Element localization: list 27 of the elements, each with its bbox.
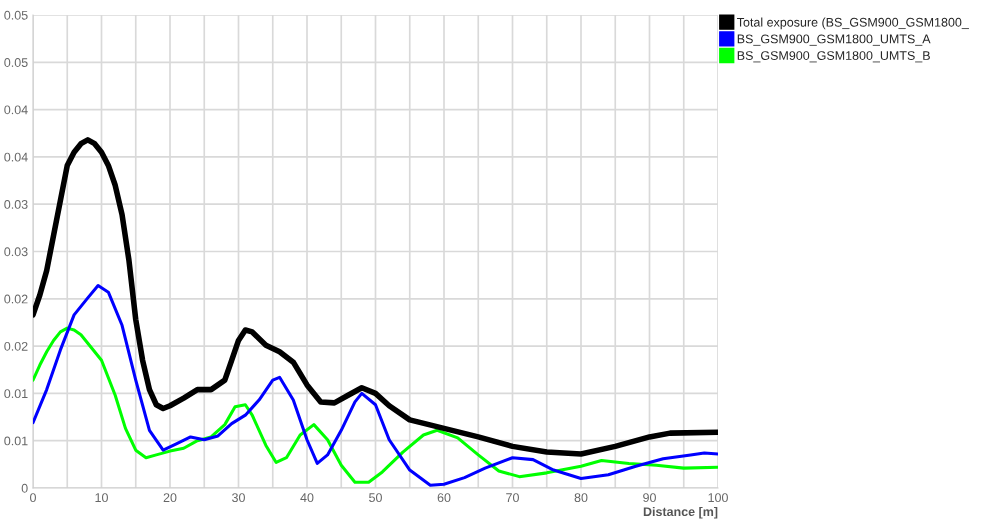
legend-label: BS_GSM900_GSM1800_UMTS_A [737, 34, 931, 46]
x-axis-title: Distance [m] [643, 506, 718, 519]
x-tick-label: 0 [30, 493, 36, 503]
y-tick-label: 0.03 [4, 200, 28, 209]
x-tick-label: 70 [506, 493, 519, 503]
y-tick-label: 0.05 [4, 10, 28, 20]
line-series [33, 326, 718, 484]
y-tick-label: 0.01 [4, 389, 28, 399]
y-tick-label: 0.01 [4, 436, 28, 446]
legend-label: BS_GSM900_GSM1800_UMTS_B [737, 51, 930, 63]
legend-label: Total exposure (BS_GSM900_GSM1800_ [737, 17, 969, 30]
x-tick-label: 100 [708, 493, 728, 503]
x-tick-label: 40 [300, 493, 314, 503]
x-tick-label: 90 [643, 493, 656, 503]
y-tick-label: 0.04 [4, 152, 28, 162]
x-tick-label: 50 [369, 493, 382, 503]
y-tick-label: 0 [21, 483, 28, 493]
y-tick-label: 0.05 [4, 58, 28, 67]
y-tick-label: 0.02 [4, 294, 28, 304]
x-tick-label: 60 [437, 493, 451, 503]
x-tick-label: 80 [574, 493, 588, 503]
x-tick-label: 10 [95, 493, 108, 503]
x-tick-label: 20 [163, 493, 177, 503]
y-tick-label: 0.03 [4, 247, 28, 257]
y-tick-label: 0.04 [4, 105, 28, 115]
y-tick-label: 0.02 [4, 341, 28, 351]
x-tick-label: 30 [232, 493, 245, 503]
